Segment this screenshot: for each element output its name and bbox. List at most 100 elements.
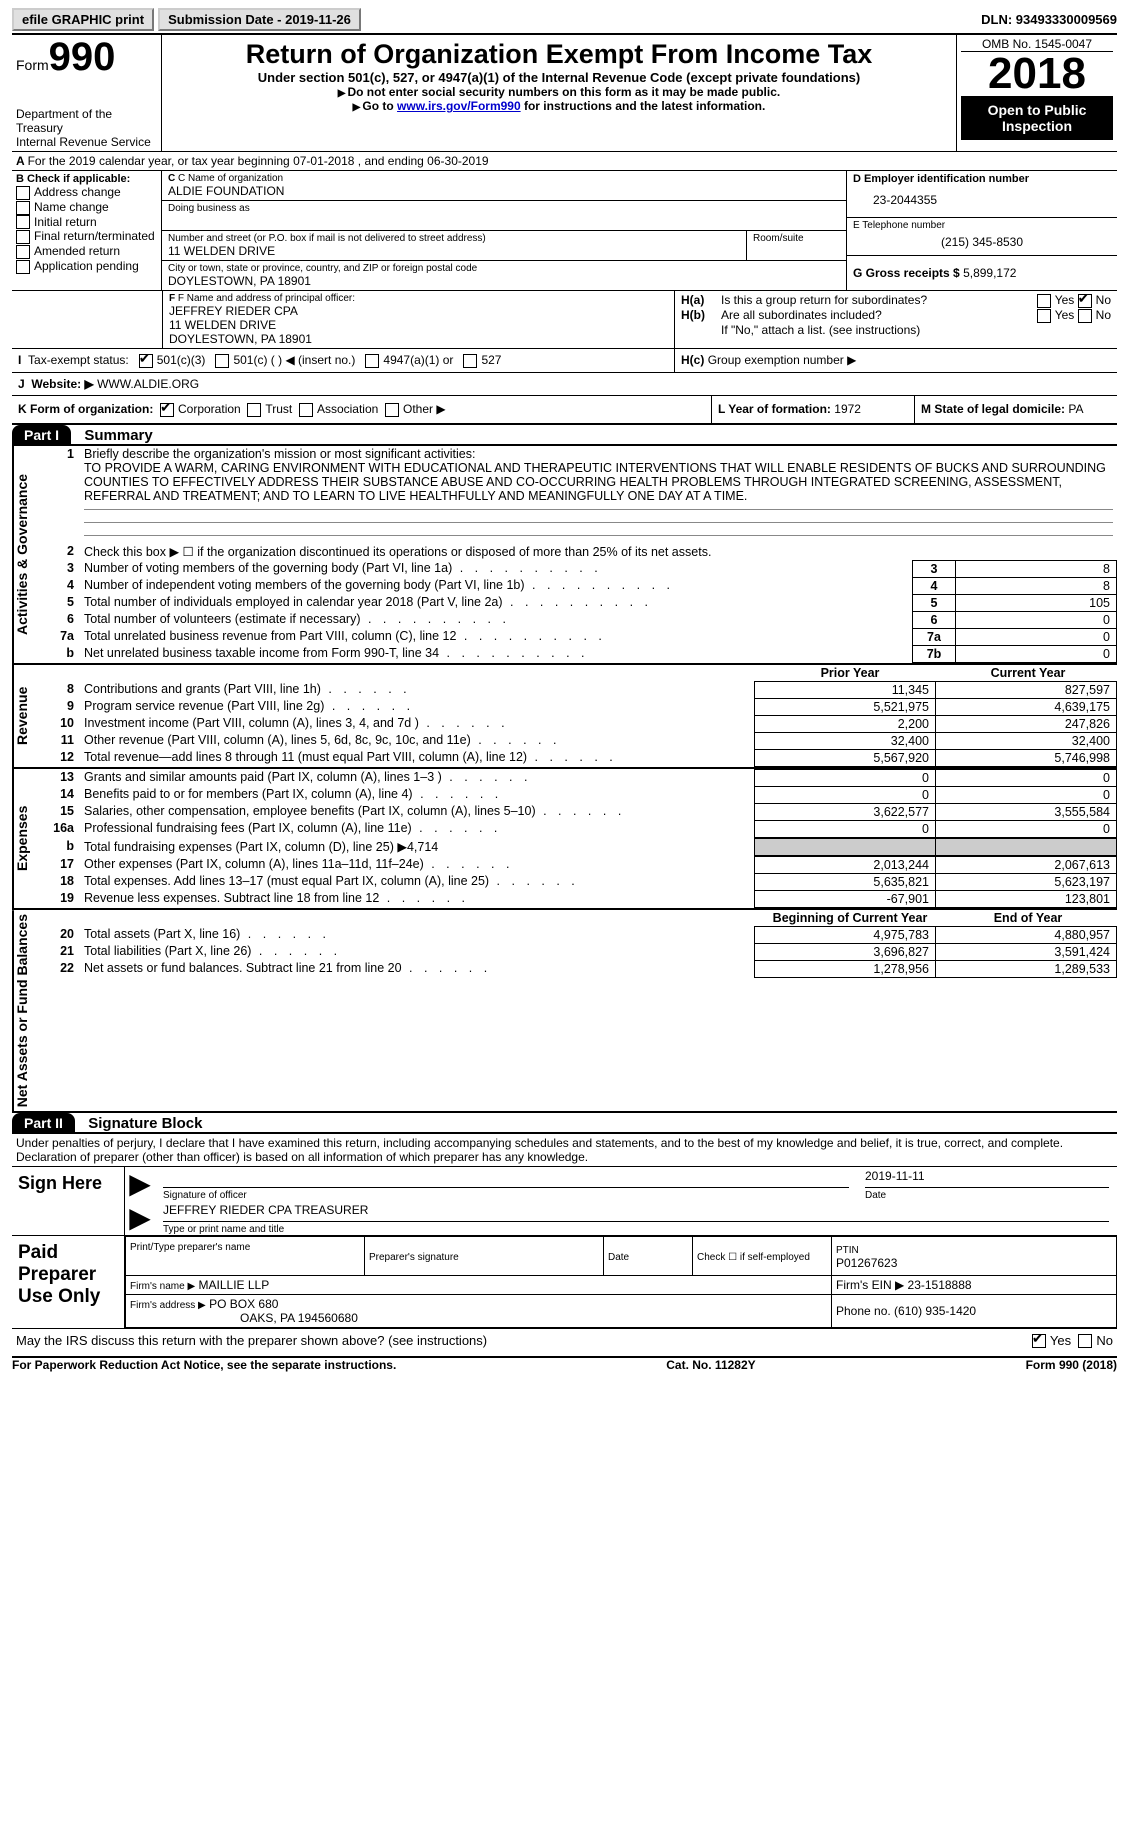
opt-other: Other ▶ bbox=[403, 402, 446, 416]
checkbox-501c3[interactable] bbox=[139, 354, 153, 368]
mission-text: TO PROVIDE A WARM, CARING ENVIRONMENT WI… bbox=[84, 461, 1106, 503]
officer-label: F Name and address of principal officer: bbox=[178, 293, 355, 304]
financial-row: 16aProfessional fundraising fees (Part I… bbox=[42, 820, 1117, 837]
street-address: 11 WELDEN DRIVE bbox=[168, 244, 740, 258]
checkbox-501c[interactable] bbox=[215, 354, 229, 368]
checkbox-ha-yes[interactable] bbox=[1037, 294, 1051, 308]
vlabel-net-assets: Net Assets or Fund Balances bbox=[12, 910, 42, 1111]
hb-question: Are all subordinates included? bbox=[721, 308, 1037, 323]
line-a-tax-year: A For the 2019 calendar year, or tax yea… bbox=[12, 152, 1117, 171]
summary-row: 5Total number of individuals employed in… bbox=[42, 594, 1117, 611]
opt-final-return: Final return/terminated bbox=[34, 229, 155, 243]
checkbox-assoc[interactable] bbox=[299, 403, 313, 417]
financial-row: 10Investment income (Part VIII, column (… bbox=[42, 715, 1117, 732]
firm-addr-label: Firm's address ▶ bbox=[130, 1300, 206, 1311]
state-domicile-label: M State of legal domicile: bbox=[921, 402, 1065, 416]
opt-app-pending: Application pending bbox=[34, 259, 139, 273]
opt-initial-return: Initial return bbox=[34, 215, 97, 229]
firm-addr1: PO BOX 680 bbox=[209, 1297, 278, 1311]
declaration-text: Under penalties of perjury, I declare th… bbox=[12, 1132, 1117, 1166]
checkbox-corp[interactable] bbox=[160, 403, 174, 417]
box-b-title: B Check if applicable: bbox=[16, 173, 157, 185]
fh-row: F F Name and address of principal office… bbox=[12, 290, 1117, 348]
h-note: If "No," attach a list. (see instruction… bbox=[681, 323, 1111, 337]
firm-phone: Phone no. (610) 935-1420 bbox=[832, 1294, 1117, 1327]
part2-header: Part II bbox=[12, 1113, 75, 1133]
checkbox-app-pending[interactable] bbox=[16, 260, 30, 274]
checkbox-final-return[interactable] bbox=[16, 230, 30, 244]
irs-label: Internal Revenue Service bbox=[16, 135, 157, 149]
ein-value: 23-2044355 bbox=[853, 185, 1111, 215]
ha-question: Is this a group return for subordinates? bbox=[721, 293, 1037, 308]
financial-row: 22Net assets or fund balances. Subtract … bbox=[42, 960, 1117, 977]
form-number: 990 bbox=[49, 35, 116, 79]
page-footer: For Paperwork Reduction Act Notice, see … bbox=[12, 1356, 1117, 1372]
firm-ein: Firm's EIN ▶ 23-1518888 bbox=[832, 1275, 1117, 1294]
financial-row: 17Other expenses (Part IX, column (A), l… bbox=[42, 856, 1117, 873]
form-org-label: K Form of organization: bbox=[18, 402, 153, 416]
box-b: B Check if applicable: Address change Na… bbox=[12, 171, 162, 290]
efile-print-button[interactable]: efile GRAPHIC print bbox=[12, 8, 154, 31]
discuss-row: May the IRS discuss this return with the… bbox=[12, 1329, 1117, 1352]
checkbox-address-change[interactable] bbox=[16, 186, 30, 200]
firm-addr2: OAKS, PA 194560680 bbox=[240, 1311, 358, 1325]
self-employed-check: Check ☐ if self-employed bbox=[697, 1252, 810, 1263]
i-row: I Tax-exempt status: 501(c)(3) 501(c) ( … bbox=[12, 348, 1117, 372]
room-label: Room/suite bbox=[753, 233, 840, 244]
submission-date-label: Submission Date - 2019-11-26 bbox=[158, 8, 361, 31]
footer-left: For Paperwork Reduction Act Notice, see … bbox=[12, 1358, 396, 1372]
dln-label: DLN: 93493330009569 bbox=[981, 12, 1117, 27]
financial-row: 21Total liabilities (Part X, line 26) . … bbox=[42, 943, 1117, 960]
checkbox-trust[interactable] bbox=[247, 403, 261, 417]
discuss-no: No bbox=[1096, 1333, 1113, 1348]
website-label: Website: ▶ bbox=[31, 377, 93, 391]
opt-4947: 4947(a)(1) or bbox=[383, 353, 453, 367]
financial-row: 11Other revenue (Part VIII, column (A), … bbox=[42, 732, 1117, 749]
opt-name-change: Name change bbox=[34, 200, 109, 214]
checkbox-527[interactable] bbox=[463, 354, 477, 368]
sig-date-label: Date bbox=[865, 1190, 1117, 1201]
checkbox-hb-yes[interactable] bbox=[1037, 309, 1051, 323]
opt-527: 527 bbox=[481, 353, 501, 367]
checkbox-discuss-yes[interactable] bbox=[1032, 1334, 1046, 1348]
form990-link[interactable]: www.irs.gov/Form990 bbox=[397, 99, 521, 113]
box-deg: D Employer identification number 23-2044… bbox=[847, 171, 1117, 290]
klm-row: K Form of organization: Corporation Trus… bbox=[12, 396, 1117, 425]
opt-address-change: Address change bbox=[34, 185, 121, 199]
preparer-date-label: Date bbox=[608, 1252, 629, 1263]
part1-title: Summary bbox=[74, 427, 152, 444]
vlabel-revenue: Revenue bbox=[12, 665, 42, 767]
officer-name: JEFFREY RIEDER CPA bbox=[169, 304, 668, 318]
summary-row: 4Number of independent voting members of… bbox=[42, 577, 1117, 594]
tax-year: 2018 bbox=[961, 52, 1113, 96]
gross-receipts-label: G Gross receipts $ bbox=[853, 266, 960, 280]
checkbox-discuss-no[interactable] bbox=[1078, 1334, 1092, 1348]
summary-row: 7aTotal unrelated business revenue from … bbox=[42, 628, 1117, 645]
part-1: Part I Summary Activities & Governance 1… bbox=[12, 425, 1117, 1113]
checkbox-amended[interactable] bbox=[16, 245, 30, 259]
discuss-question: May the IRS discuss this return with the… bbox=[16, 1333, 487, 1348]
opt-amended: Amended return bbox=[34, 244, 120, 258]
opt-assoc: Association bbox=[317, 402, 378, 416]
year-formation-value: 1972 bbox=[834, 402, 861, 416]
checkbox-ha-no[interactable] bbox=[1078, 294, 1092, 308]
checkbox-hb-no[interactable] bbox=[1078, 309, 1092, 323]
footer-right: Form 990 (2018) bbox=[1026, 1358, 1117, 1372]
financial-row: 9Program service revenue (Part VIII, lin… bbox=[42, 698, 1117, 715]
form-990-page: efile GRAPHIC print Submission Date - 20… bbox=[0, 0, 1129, 1376]
summary-row: 3Number of voting members of the governi… bbox=[42, 560, 1117, 577]
financial-row: 13Grants and similar amounts paid (Part … bbox=[42, 769, 1117, 786]
checkbox-initial-return[interactable] bbox=[16, 215, 30, 229]
dba-label: Doing business as bbox=[168, 203, 840, 214]
preparer-sig-label: Preparer's signature bbox=[369, 1252, 459, 1263]
hdr-end-year: End of Year bbox=[939, 910, 1117, 926]
checkbox-other[interactable] bbox=[385, 403, 399, 417]
firm-name-value: MAILLIE LLP bbox=[199, 1278, 270, 1292]
sign-here-label: Sign Here bbox=[12, 1167, 125, 1235]
checkbox-4947[interactable] bbox=[365, 354, 379, 368]
opt-501c3: 501(c)(3) bbox=[157, 353, 206, 367]
financial-row: 15Salaries, other compensation, employee… bbox=[42, 803, 1117, 820]
financial-row: 19Revenue less expenses. Subtract line 1… bbox=[42, 890, 1117, 907]
checkbox-name-change[interactable] bbox=[16, 201, 30, 215]
firm-name-label: Firm's name ▶ bbox=[130, 1281, 195, 1292]
